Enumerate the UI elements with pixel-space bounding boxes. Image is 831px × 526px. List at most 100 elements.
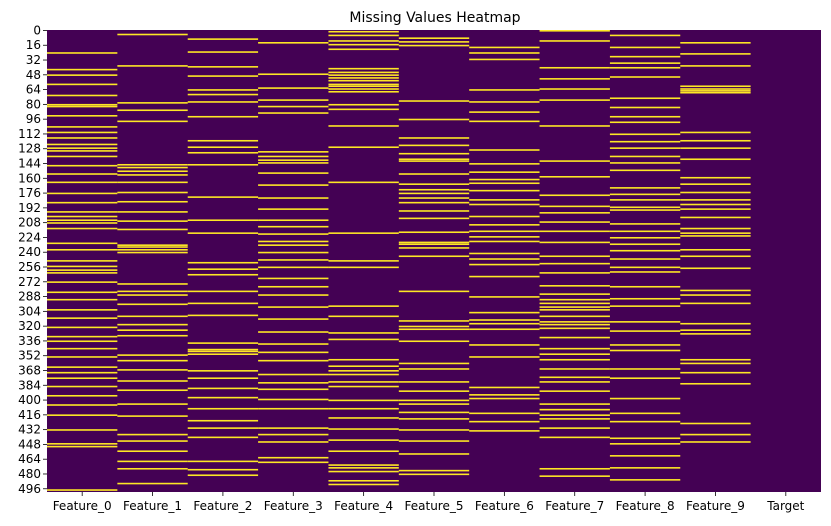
missing-cell-feature-1-row-324 [117, 329, 188, 331]
missing-cell-feature-4-row-58 [328, 83, 399, 86]
missing-cell-feature-2-row-475 [187, 468, 259, 471]
missing-cell-feature-6-row-217 [469, 230, 540, 233]
missing-cell-feature-6-row-77 [469, 101, 540, 103]
missing-cell-feature-3-row-277 [258, 285, 329, 288]
missing-cell-feature-1-row-474 [117, 467, 188, 470]
missing-cell-feature-8-row-191 [609, 206, 681, 209]
missing-cell-feature-9-row-437 [680, 433, 751, 436]
missing-cell-feature-8-row-217 [609, 230, 681, 233]
missing-cell-feature-3-row-205 [258, 219, 329, 222]
y-tick-label-160: 160 [18, 171, 41, 185]
missing-cell-feature-3-row-268 [258, 277, 329, 280]
missing-cell-feature-2-row-422 [187, 419, 259, 422]
missing-cell-feature-7-row-380 [539, 381, 610, 383]
missing-cell-feature-5-row-218 [398, 231, 470, 234]
missing-cell-feature-4-row-385 [328, 385, 399, 388]
missing-cell-feature-3-row-82 [258, 105, 329, 108]
missing-cell-feature-7-row-430 [539, 427, 610, 429]
missing-cell-feature-5-row-380 [398, 381, 470, 383]
missing-cell-feature-6-row-423 [469, 420, 540, 423]
missing-cell-feature-8-row-40 [609, 66, 681, 69]
missing-cell-feature-7-row-40 [539, 66, 610, 69]
missing-cell-feature-5-row-420 [398, 418, 470, 420]
missing-cell-feature-8-row-414 [609, 412, 681, 415]
missing-cell-feature-9-row-295 [680, 302, 751, 305]
missing-cell-feature-3-row-445 [258, 441, 329, 443]
missing-cell-feature-7-row-440 [539, 436, 610, 439]
missing-cell-feature-1-row-237 [117, 248, 188, 251]
missing-cell-feature-8-row-486 [609, 479, 681, 481]
missing-cell-feature-4-row-66 [328, 90, 399, 93]
missing-cell-feature-7-row-178 [539, 194, 610, 197]
missing-cell-feature-6-row-210 [469, 224, 540, 226]
missing-cell-feature-9-row-38 [680, 65, 751, 67]
missing-cell-feature-3-row-312 [258, 318, 329, 320]
missing-cell-feature-4-row-48 [328, 74, 399, 76]
missing-cell-feature-7-row-291 [539, 298, 610, 301]
missing-cell-feature-0-row-302 [47, 309, 118, 311]
missing-cell-feature-5-row-360 [398, 362, 470, 365]
missing-cell-feature-6-row-24 [469, 52, 540, 54]
missing-cell-feature-0-row-255 [47, 265, 118, 268]
missing-cell-feature-9-row-244 [680, 255, 751, 258]
missing-cell-feature-3-row-286 [258, 294, 329, 296]
y-tick-label-320: 320 [18, 319, 41, 333]
y-tick-label-240: 240 [18, 245, 41, 259]
missing-cell-feature-1-row-417 [117, 415, 188, 417]
missing-cell-feature-2-row-69 [187, 93, 259, 96]
y-tick-label-256: 256 [18, 260, 41, 274]
missing-cell-feature-9-row-219 [680, 232, 751, 234]
missing-cell-feature-0-row-201 [47, 215, 118, 218]
missing-cell-feature-7-row-332 [539, 336, 610, 339]
missing-cell-feature-4-row-51 [328, 77, 399, 79]
missing-cell-feature-5-row-244 [398, 255, 470, 258]
missing-cell-feature-8-row-151 [609, 169, 681, 172]
y-tick-label-288: 288 [18, 290, 41, 304]
missing-cell-feature-4-row-54 [328, 79, 399, 82]
missing-cell-feature-1-row-78 [117, 102, 188, 104]
missing-cell-feature-4-row-103 [328, 125, 399, 127]
y-tick-label-96: 96 [26, 112, 41, 126]
missing-cell-feature-1-row-215 [117, 228, 188, 231]
missing-cell-feature-6-row-340 [469, 344, 540, 346]
missing-cell-feature-9-row-65 [680, 90, 751, 92]
missing-cell-feature-8-row-423 [609, 420, 681, 423]
missing-cell-feature-1-row-274 [117, 283, 188, 285]
missing-cell-feature-4-row-20 [328, 48, 399, 51]
missing-cell-feature-1-row-282 [117, 290, 188, 293]
missing-cell-feature-1-row-455 [117, 450, 188, 453]
missing-cell-feature-0-row-214 [47, 227, 118, 230]
x-tick-label-feature-1: Feature_1 [123, 499, 182, 513]
missing-cell-feature-5-row-176 [398, 192, 470, 195]
missing-cell-feature-8-row-5 [609, 34, 681, 37]
missing-cell-feature-7-row-158 [539, 175, 610, 178]
y-tick-label-448: 448 [18, 437, 41, 451]
missing-cell-feature-6-row-18 [469, 46, 540, 49]
missing-cell-feature-0-row-92 [47, 115, 118, 117]
missing-cell-feature-4-row-219 [328, 232, 399, 234]
missing-cell-feature-3-row-357 [258, 359, 329, 362]
y-tick-label-432: 432 [18, 423, 41, 437]
missing-cell-feature-0-row-123 [47, 143, 118, 146]
missing-cell-feature-9-row-222 [680, 235, 751, 237]
missing-cell-feature-5-row-133 [398, 152, 470, 155]
missing-cell-feature-8-row-120 [609, 140, 681, 143]
missing-cell-feature-2-row-387 [187, 387, 259, 390]
missing-cell-feature-9-row-257 [680, 267, 751, 270]
missing-cell-feature-6-row-398 [469, 397, 540, 400]
missing-cell-feature-5-row-186 [398, 201, 470, 204]
missing-cell-feature-7-row-375 [539, 376, 610, 379]
missing-cell-feature-5-row-314 [398, 320, 470, 322]
missing-cell-feature-7-row-420 [539, 418, 610, 420]
missing-cell-feature-9-row-202 [680, 216, 751, 219]
missing-cell-feature-9-row-445 [680, 441, 751, 443]
y-tick-label-48: 48 [26, 68, 41, 82]
missing-cell-feature-2-row-126 [187, 146, 259, 149]
missing-cell-feature-4-row-164 [328, 181, 399, 184]
missing-cell-feature-9-row-166 [680, 183, 751, 185]
missing-cell-feature-0-row-164 [47, 181, 118, 184]
missing-cell-feature-4-row-327 [328, 332, 399, 334]
missing-cell-feature-9-row-60 [680, 85, 751, 88]
missing-cell-feature-2-row-368 [187, 370, 259, 372]
missing-cell-feature-4-row-477 [328, 470, 399, 473]
